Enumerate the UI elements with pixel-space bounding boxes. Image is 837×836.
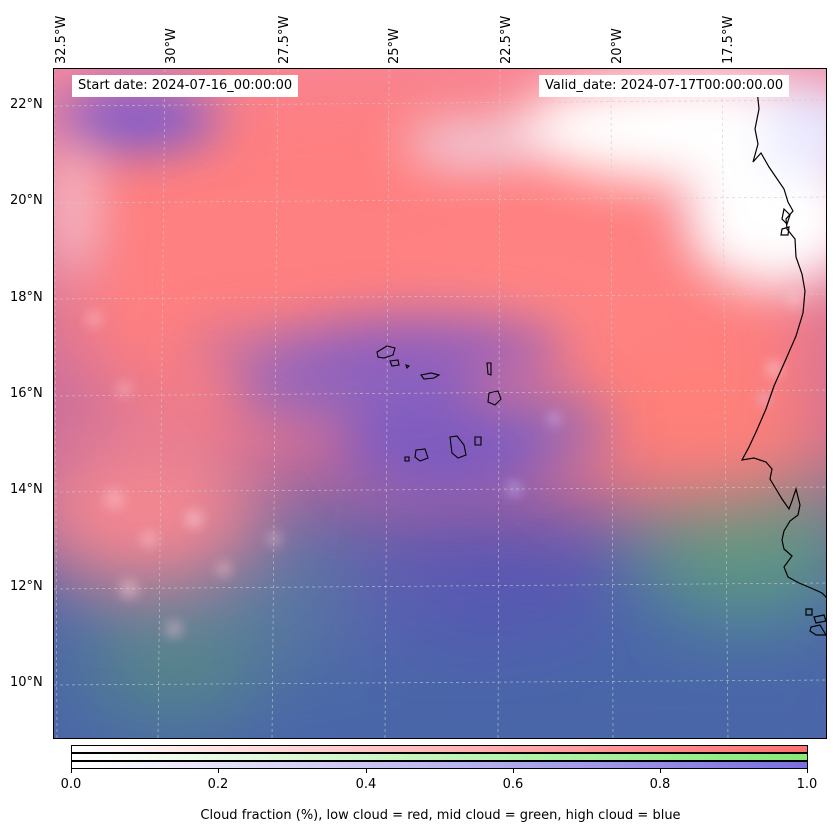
lat-label-20n: 20°N <box>10 193 43 208</box>
lon-label-27-5w: 27.5°W <box>277 15 292 64</box>
graticule <box>54 69 826 738</box>
lon-label-30w: 30°W <box>164 28 179 64</box>
cape-verde-islands <box>376 345 502 462</box>
colorbar-tick-mark <box>513 769 514 773</box>
low-cloud-colorbar <box>71 745 808 753</box>
colorbar-tick-label: 0.6 <box>502 777 524 792</box>
colorbar-tick-label: 0.0 <box>60 777 82 792</box>
lon-label-20w: 20°W <box>610 28 625 64</box>
colorbar-tick-label: 0.2 <box>207 777 229 792</box>
colorbar-tick-mark <box>660 769 661 773</box>
colorbar-tick-mark <box>807 769 808 773</box>
clear-sky-layer <box>54 74 826 289</box>
colorbar-tick-label: 0.8 <box>649 777 671 792</box>
lat-label-12n: 12°N <box>10 579 43 594</box>
high-cloud-layer <box>59 89 614 494</box>
cloud-texture <box>86 292 801 637</box>
lat-label-10n: 10°N <box>10 675 43 690</box>
lat-label-14n: 14°N <box>10 482 43 497</box>
lat-label-16n: 16°N <box>10 386 43 401</box>
lon-label-25w: 25°W <box>387 28 402 64</box>
start-date-label: Start date: 2024-07-16_00:00:00 <box>72 75 299 97</box>
colorbar-title: Cloud fraction (%), low cloud = red, mid… <box>200 808 681 823</box>
colorbar-tick-label: 1.0 <box>796 777 818 792</box>
lat-label-18n: 18°N <box>10 290 43 305</box>
valid-date-label: Valid_date: 2024-07-17T00:00:00.00 <box>539 75 790 97</box>
mid-cloud-colorbar <box>71 753 808 761</box>
west-africa-coastline <box>740 88 826 636</box>
colorbar-tick-mark <box>218 769 219 773</box>
colorbar-tick-mark <box>366 769 367 773</box>
lat-label-22n: 22°N <box>10 97 43 112</box>
map-canvas <box>54 69 826 738</box>
colorbar-tick-mark <box>71 769 72 773</box>
colorbar-tick-label: 0.4 <box>355 777 377 792</box>
cloud-fraction-map <box>53 68 827 739</box>
lon-label-22-5w: 22.5°W <box>499 15 514 64</box>
high-cloud-colorbar <box>71 761 808 769</box>
lon-label-17-5w: 17.5°W <box>721 15 736 64</box>
lon-label-32-5w: 32.5°W <box>54 15 69 64</box>
